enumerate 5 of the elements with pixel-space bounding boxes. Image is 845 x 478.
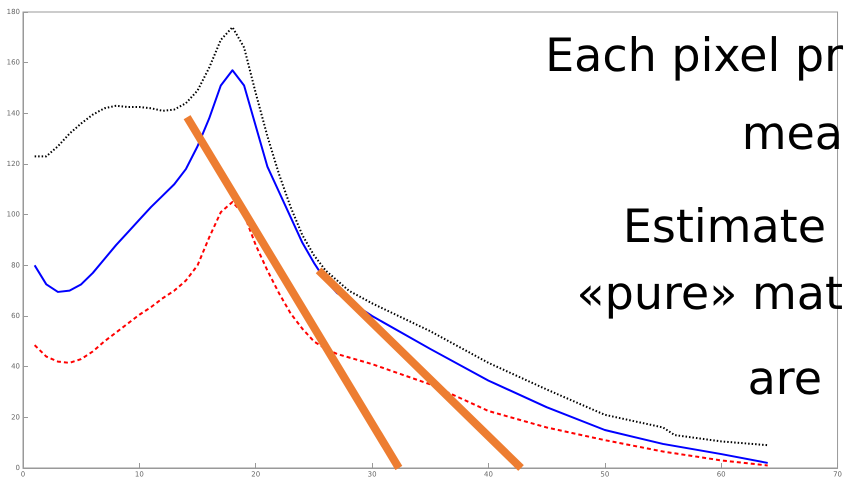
annotation: «pure» mat xyxy=(576,266,843,320)
annotation: are xyxy=(748,351,822,405)
annotation: Estimate xyxy=(622,199,826,253)
annotation: Each pixel pr xyxy=(545,28,844,82)
annotation: mea xyxy=(742,106,843,160)
